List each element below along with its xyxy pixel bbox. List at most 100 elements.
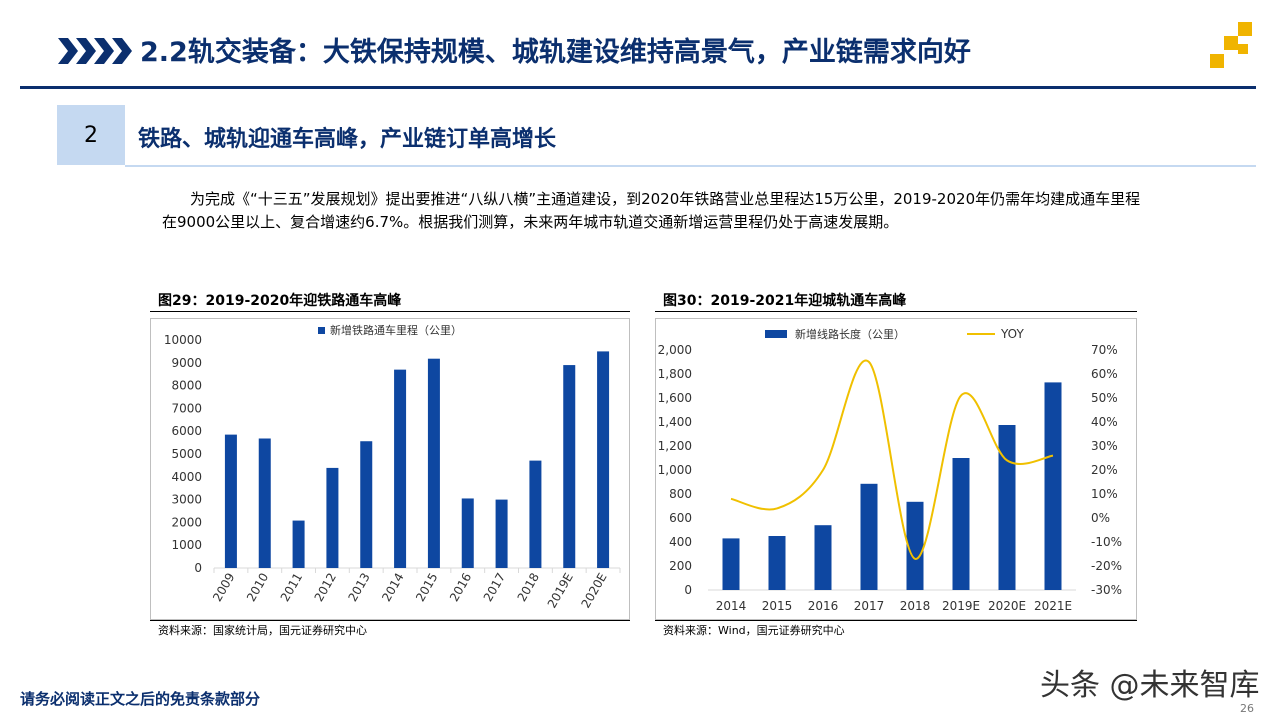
section-underline [125, 165, 1256, 167]
watermark: 头条 @未来智库 [1040, 668, 1260, 703]
page-title: 2.2轨交装备：大铁保持规模、城轨建设维持高景气，产业链需求向好 [140, 37, 971, 68]
chart2-bar [768, 536, 786, 590]
chart2-x-tick: 2016 [808, 599, 839, 613]
chart2-y2-tick: -30% [1091, 583, 1122, 597]
page-number: 26 [1240, 702, 1254, 715]
chart1-bar [258, 438, 271, 568]
chart2-source: 资料来源：Wind，国元证券研究中心 [663, 624, 845, 637]
chart1-bar [394, 369, 407, 568]
chart1-y-tick: 5000 [171, 447, 202, 461]
chart2-y-tick: 400 [669, 535, 692, 549]
chart2-legend-bar-swatch [765, 330, 787, 338]
chart1-x-tick: 2019E [545, 571, 576, 611]
chart2-y2-tick: 30% [1091, 439, 1118, 453]
chart1-x-tick: 2014 [379, 571, 406, 604]
chart2-y-tick: 2,000 [658, 343, 692, 357]
chart2-legend-line-label: YOY [1000, 327, 1024, 341]
chart1-x-tick: 2009 [210, 571, 237, 604]
chart1-bar [224, 434, 237, 568]
chart1-x-tick: 2012 [312, 571, 339, 604]
chart1-source: 资料来源：国家统计局，国元证券研究中心 [158, 624, 367, 637]
header-arrows-icon [58, 38, 132, 64]
chart2-x-tick: 2015 [762, 599, 793, 613]
chart1-y-tick: 8000 [171, 379, 202, 393]
chart2-y2-tick: 50% [1091, 391, 1118, 405]
chart1-bar [427, 358, 440, 568]
chart2-title-rule [655, 311, 1137, 312]
chart2-title: 图30：2019-2021年迎城轨通车高峰 [663, 293, 907, 309]
chart2-y-tick: 600 [669, 511, 692, 525]
chart1-x-tick: 2015 [413, 571, 440, 604]
chart2-y-tick: 800 [669, 487, 692, 501]
chart1-legend-label: 新增铁路通车里程（公里） [330, 323, 462, 337]
chart1-x-tick: 2018 [515, 571, 542, 604]
header-divider [20, 86, 1256, 89]
chart2-bar [998, 425, 1016, 590]
chart2-bar [906, 501, 924, 590]
chart1-y-tick: 0 [194, 561, 202, 575]
chart1-y-tick: 7000 [171, 401, 202, 415]
chart1-y-tick: 3000 [171, 493, 202, 507]
chart2-frame [655, 318, 1137, 620]
section-title: 铁路、城轨迎通车高峰，产业链订单高增长 [138, 127, 557, 152]
chart1-x-tick: 2010 [244, 571, 271, 604]
chart1-bar [563, 365, 576, 568]
chart2-legend-bar-label: 新增线路长度（公里） [795, 327, 905, 341]
chart2-yoy-line [730, 359, 1054, 560]
chart2-y-tick: 200 [669, 559, 692, 573]
disclaimer-note: 请务必阅读正文之后的免责条款部分 [20, 690, 261, 708]
chart2-y2-tick: 20% [1091, 463, 1118, 477]
chart1-source-rule [150, 620, 630, 621]
chart1-x-tick: 2020E [578, 571, 609, 611]
chart2-x-tick: 2021E [1034, 599, 1072, 613]
section-number: 2 [57, 105, 125, 165]
chart1-y-tick: 10000 [164, 333, 202, 347]
chart1-x-tick: 2016 [447, 571, 474, 604]
chart1-y-tick: 2000 [171, 515, 202, 529]
chart2-x-tick: 2017 [854, 599, 885, 613]
chart2-y-tick: 1,400 [658, 415, 692, 429]
chart2-y-tick: 1,600 [658, 391, 692, 405]
chart1-y-tick: 9000 [171, 356, 202, 370]
chart1-title-rule [150, 311, 630, 312]
chart1-y-tick: 4000 [171, 470, 202, 484]
company-logo-icon [1210, 22, 1252, 68]
chart1-bar [326, 467, 339, 568]
chart2-y2-tick: 60% [1091, 367, 1118, 381]
chart2-bar [814, 525, 832, 590]
chart1-y-tick: 1000 [171, 538, 202, 552]
chart2-x-tick: 2019E [942, 599, 980, 613]
chart1-frame [150, 318, 630, 620]
chart2-svg: 0 200 400 600 800 1,000 1,200 1,400 1,600 1,800 2,… [658, 327, 1122, 613]
chart1-bar [461, 498, 474, 568]
chart2-x-tick: 2014 [716, 599, 747, 613]
chart1-bar [529, 460, 542, 568]
chart2-y2-tick: 70% [1091, 343, 1118, 357]
chart1-bar [597, 351, 610, 568]
chart2-y2-tick: -20% [1091, 559, 1122, 573]
intro-paragraph: 为完成《“十三五”发展规划》提出要推进“八纵八横”主通道建设，到2020年铁路营… [162, 190, 1141, 231]
chart1-x-tick: 2011 [278, 571, 305, 604]
chart2-bar [860, 483, 878, 590]
chart2-y2-tick: 0% [1091, 511, 1110, 525]
chart2-bar [952, 458, 970, 590]
chart2-y2-tick: -10% [1091, 535, 1122, 549]
chart1-x-tick: 2013 [345, 571, 372, 604]
chart2-x-tick: 2018 [900, 599, 931, 613]
chart2-y2-tick: 40% [1091, 415, 1118, 429]
chart2-y-tick: 1,800 [658, 367, 692, 381]
chart1-svg: 0 1000 2000 3000 4000 5000 6000 7000 8000 9000 100… [164, 323, 621, 611]
chart1-bar [292, 520, 305, 568]
chart2-bar [722, 538, 740, 590]
chart2-y-tick: 1,200 [658, 439, 692, 453]
chart1-y-tick: 6000 [171, 424, 202, 438]
chart1-bar [495, 499, 508, 568]
chart2-y2-tick: 10% [1091, 487, 1118, 501]
chart2-bar [1044, 382, 1062, 590]
chart1-bar [360, 441, 373, 568]
chart2-y-tick: 0 [684, 583, 692, 597]
chart1-legend-swatch [318, 327, 325, 334]
chart2-y-tick: 1,000 [658, 463, 692, 477]
chart1-x-tick: 2017 [481, 571, 508, 604]
chart2-source-rule [655, 620, 1137, 621]
